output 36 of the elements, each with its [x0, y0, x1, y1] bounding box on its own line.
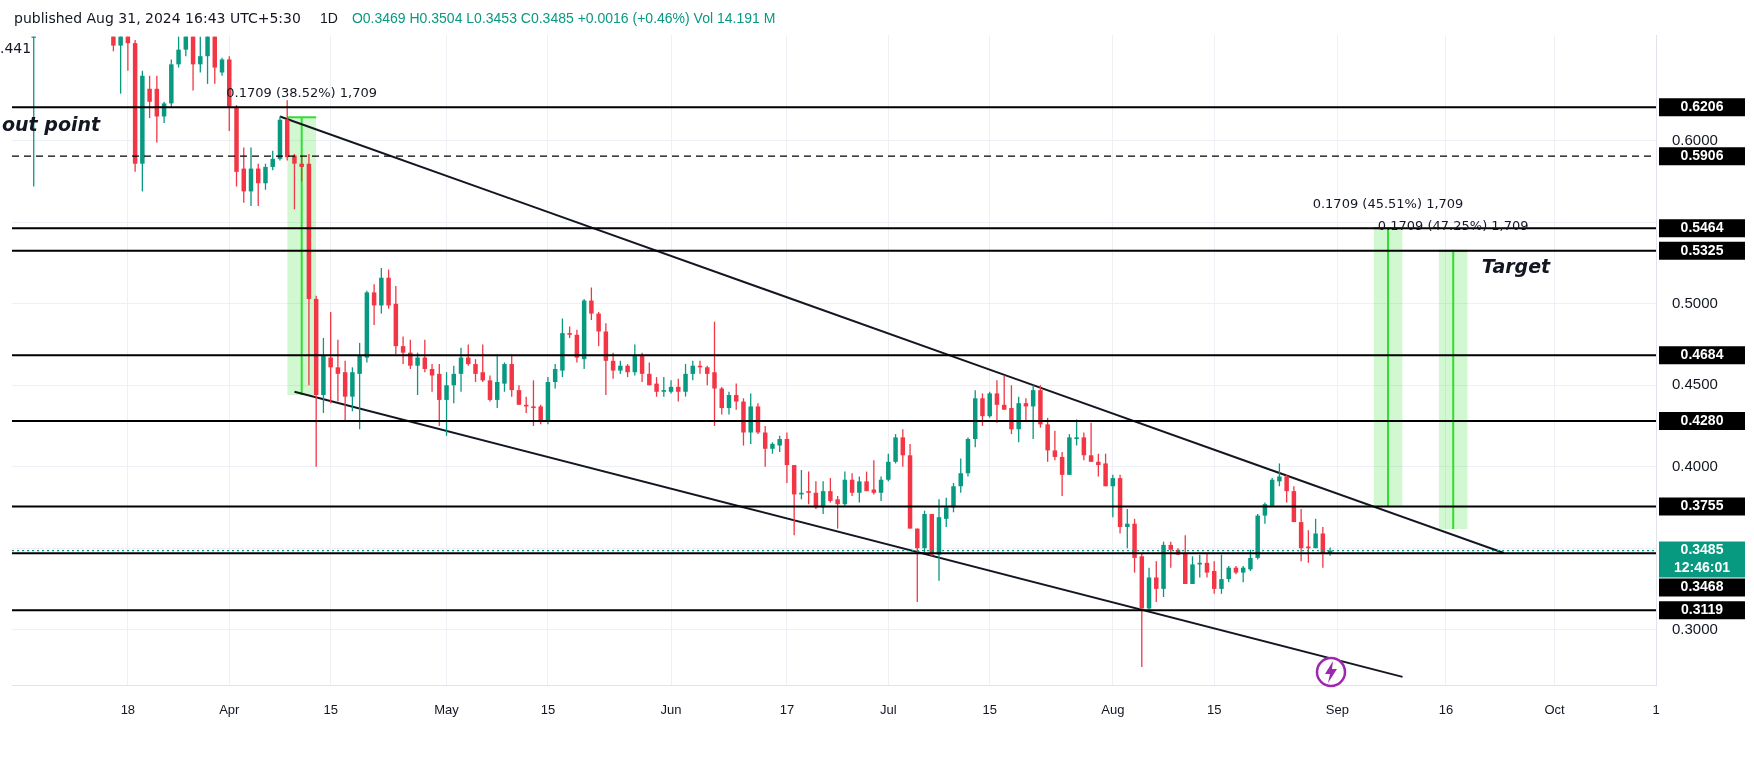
- ref-line-label: 0.6206: [1680, 98, 1724, 115]
- x-tick-label: Sep: [1325, 702, 1349, 718]
- ref-line-label: 0.3119: [1680, 601, 1724, 618]
- text: published Aug 31, 2024 16:43 UTC+5:30: [14, 10, 301, 26]
- x-tick-label: 15: [1206, 702, 1222, 718]
- ref-line-label: 0.3485 12:46:01: [1673, 541, 1731, 576]
- x-tick-label: Jul: [880, 702, 897, 718]
- x-tick-label: May: [434, 702, 460, 718]
- x-tick-label: 16: [1438, 702, 1454, 718]
- ref-line-label: 0.4280: [1680, 411, 1724, 428]
- ref-line-label: 0.3468: [1680, 578, 1724, 595]
- y-tick-label: 0.6000: [1672, 131, 1718, 149]
- annotation: .441: [0, 40, 32, 56]
- ref-line-label: 0.5464: [1680, 219, 1724, 236]
- ref-line-label: 0.5325: [1680, 241, 1724, 258]
- ref-line-label: 0.4684: [1680, 346, 1724, 363]
- y-tick-label: 0.5000: [1672, 293, 1718, 311]
- annotation: Target: [1481, 254, 1552, 277]
- x-tick-label: Aug: [1101, 702, 1125, 718]
- x-tick-label: Jun: [660, 702, 682, 718]
- x-tick-label: 18: [120, 702, 136, 718]
- x-tick-label: 17: [779, 702, 795, 718]
- chart-subtitle: O0.3469 H0.3504 L0.3453 C0.3485 +0.0016 (+0.46%) Vol 14.191 M: [351, 10, 776, 26]
- ref-line-label: 0.5906: [1680, 147, 1724, 164]
- x-tick-label: 15: [323, 702, 338, 718]
- y-tick-label: 0.4500: [1672, 375, 1718, 393]
- annotation: 0.1709 (45.51%) 1,709: [1312, 195, 1464, 211]
- x-tick-label: 1: [1652, 702, 1660, 718]
- x-tick-label: 15: [540, 702, 556, 718]
- chart-title: 1D: [320, 10, 338, 26]
- x-tick-label: 15: [982, 702, 997, 718]
- x-tick-label: Apr: [219, 702, 241, 718]
- x-tick-label: Oct: [1544, 702, 1566, 718]
- y-tick-label: 0.3000: [1672, 619, 1718, 637]
- ref-line-label: 0.3755: [1680, 497, 1724, 514]
- y-tick-label: 0.4000: [1672, 456, 1718, 474]
